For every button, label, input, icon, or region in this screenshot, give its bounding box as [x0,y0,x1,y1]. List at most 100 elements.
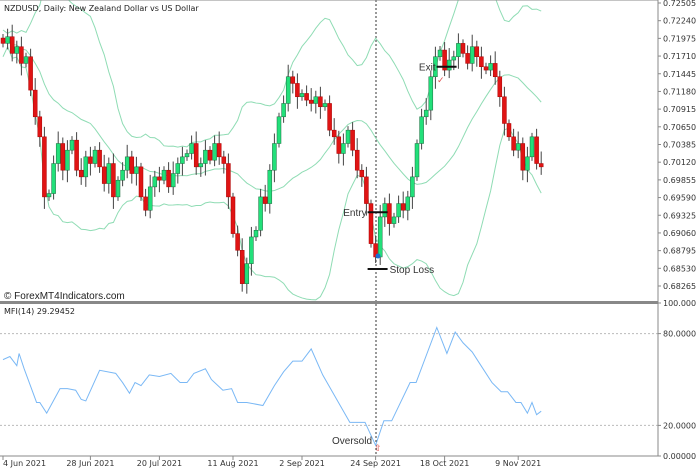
bearish-candle [354,149,360,171]
bullish-candle [423,109,429,118]
mfi-tick-label: 80.00000 [663,330,696,339]
bearish-candle [221,156,227,164]
bullish-candle [92,149,98,164]
bullish-candle [345,129,351,144]
bearish-candle [479,56,484,67]
bullish-candle [322,103,328,108]
price-tick-label: 0.69855 [663,176,696,185]
bearish-candle [364,176,369,204]
bullish-candle [405,196,411,211]
bullish-candle [198,163,204,168]
bearish-candle [502,96,507,124]
time-tick-label: 28 Jun 2021 [66,459,114,468]
panel-separator [0,301,658,304]
price-tick-label: 0.69060 [663,229,696,238]
bearish-candle [239,250,245,284]
bearish-candle [308,99,314,104]
bullish-candle [396,203,401,218]
watermark: © ForexMT4Indicators.com [4,291,125,302]
bullish-candle [258,196,263,231]
bullish-candle [341,143,346,154]
mfi-tick-label: 0.00000 [663,452,696,461]
bearish-candle [331,129,337,138]
bollinger-upper-band [2,0,542,148]
bearish-candle [262,196,268,204]
bullish-candle [180,156,185,164]
bullish-candle [46,193,52,198]
bearish-candle [304,93,309,101]
time-tick-label: 4 Jun 2021 [3,459,46,468]
bearish-candle [88,156,93,164]
bearish-candle [97,149,102,168]
bullish-candle [488,63,493,71]
bullish-candle [419,116,424,144]
bullish-candle [267,169,273,204]
bullish-candle [456,43,461,57]
bearish-candle [368,203,374,244]
bearish-candle [129,156,135,174]
bullish-candle [414,143,420,178]
bearish-candle [32,89,38,118]
price-tick-label: 0.69325 [663,211,696,220]
bearish-candle [216,143,222,158]
bearish-candle [465,53,470,64]
bullish-candle [249,236,254,264]
price-tick-label: 0.71975 [663,34,696,43]
bearish-candle [460,43,466,54]
bullish-candle [428,76,434,111]
bearish-candle [442,49,447,71]
bearish-candle [506,123,512,138]
bearish-candle [9,36,15,54]
bearish-candle [318,96,323,108]
bearish-candle [327,103,332,131]
bearish-candle [37,116,43,138]
bullish-candle [313,96,319,104]
chart-title: NZDUSD, Daily: New Zealand Dollar vs US … [4,4,199,13]
bullish-candle [124,156,130,171]
bullish-candle [147,186,153,211]
bullish-candle [377,216,383,258]
bullish-candle [299,93,305,98]
bullish-candle [106,163,112,184]
bearish-candle [359,169,365,178]
bearish-candle [538,163,544,168]
mfi-tick-label: 20.00000 [663,421,696,430]
annotation-label-exit: Exit [419,63,436,74]
bearish-candle [497,76,503,98]
bearish-candle [295,83,300,98]
exit-arrow-icon: ✓ [437,75,445,85]
bullish-candle [253,230,259,238]
bearish-candle [400,203,406,211]
bearish-candle [290,76,296,84]
bollinger-lower-band [2,45,542,301]
bullish-candle [285,76,291,104]
bearish-candle [138,166,144,198]
price-tick-label: 0.71445 [663,70,696,79]
bearish-candle [101,166,107,184]
bearish-candle [111,163,116,198]
bullish-candle [525,156,530,171]
price-tick-label: 0.71710 [663,52,696,61]
bullish-candle [134,166,139,174]
bearish-candle [0,37,6,44]
price-tick-label: 0.68265 [663,282,696,291]
bullish-candle [152,176,158,188]
time-tick-label: 2 Sep 2021 [279,459,325,468]
bullish-candle [83,156,89,178]
bearish-candle [157,176,162,181]
bearish-candle [520,143,526,171]
bearish-candle [193,143,199,168]
bullish-candle [244,263,250,284]
bullish-candle [120,169,125,181]
bullish-candle [391,216,397,224]
bullish-candle [65,149,70,171]
bearish-candle [28,56,33,91]
bearish-candle [483,66,489,71]
bollinger-middle-band [2,39,542,192]
bullish-candle [212,143,217,161]
bullish-candle [446,59,452,71]
bullish-candle [184,153,190,158]
bullish-candle [469,46,475,64]
